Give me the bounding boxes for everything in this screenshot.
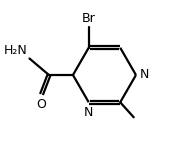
Text: Br: Br [82,12,96,25]
Text: N: N [84,106,93,119]
Text: O: O [37,98,46,111]
Text: H₂N: H₂N [4,44,28,57]
Text: N: N [140,69,149,81]
